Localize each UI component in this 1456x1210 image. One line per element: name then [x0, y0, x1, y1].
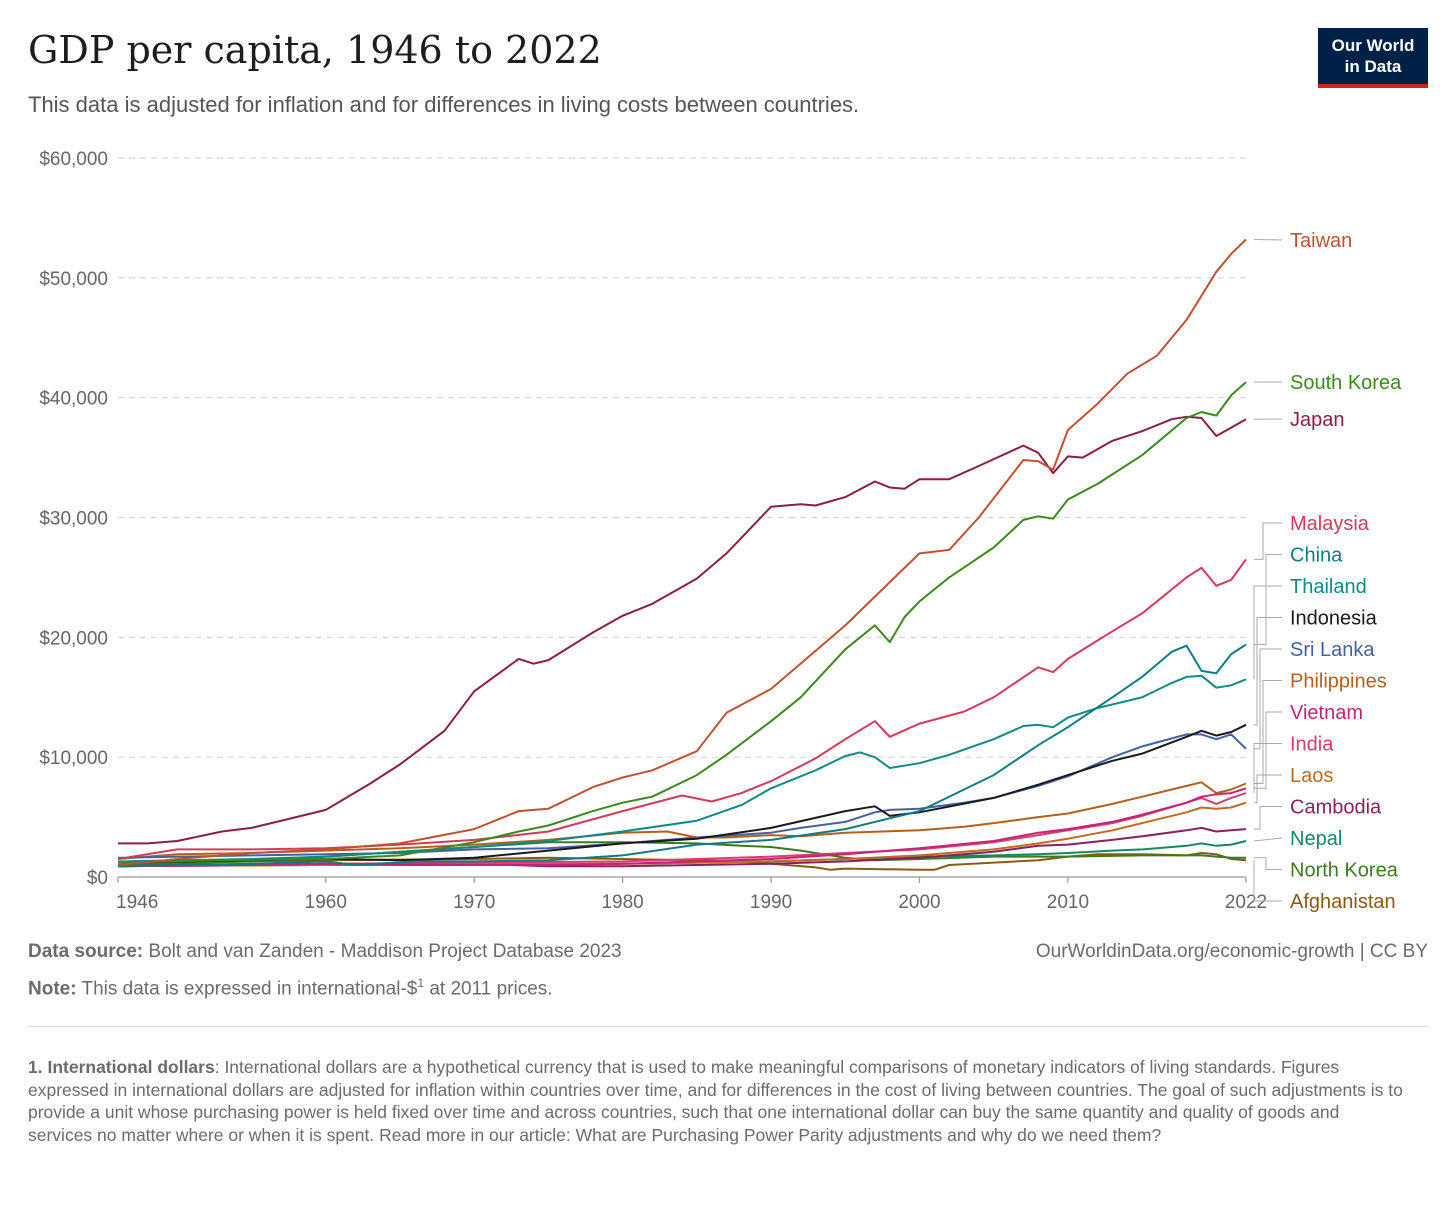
y-tick-label: $40,000: [39, 389, 108, 410]
series-label[interactable]: Taiwan: [1290, 230, 1352, 252]
note-superscript: 1: [417, 976, 425, 990]
label-leader: [1253, 239, 1283, 241]
x-tick-label: 2022: [1225, 892, 1267, 913]
series-label[interactable]: Laos: [1290, 765, 1333, 787]
page-title: GDP per capita, 1946 to 2022: [28, 28, 602, 72]
label-leader: [1253, 860, 1282, 902]
series-label[interactable]: India: [1290, 734, 1334, 756]
data-source: Data source: Bolt and van Zanden - Maddi…: [28, 941, 622, 963]
logo-line-1: Our World: [1331, 36, 1415, 55]
footer-divider: [28, 1026, 1428, 1027]
series-line[interactable]: [117, 238, 1247, 866]
x-tick-label: 1946: [116, 892, 158, 913]
x-axis: 1946 1960 1970 1980 1990 2000 2010 2022: [116, 876, 1267, 913]
gridlines: [118, 157, 1246, 758]
series-line[interactable]: [117, 781, 1247, 860]
y-tick-label: $10,000: [39, 748, 108, 769]
attribution[interactable]: OurWorldinData.org/economic-growth | CC …: [1035, 941, 1428, 962]
series-line[interactable]: [117, 733, 1247, 859]
footnote-label: 1. International dollars: [28, 1057, 215, 1077]
series-label[interactable]: South Korea: [1290, 372, 1402, 394]
footnote: 1. International dollars: International …: [28, 1056, 1408, 1146]
series-line[interactable]: [117, 787, 1247, 868]
series-label[interactable]: Philippines: [1290, 671, 1387, 693]
label-leader: [1253, 585, 1282, 680]
series-label[interactable]: Thailand: [1290, 576, 1367, 598]
series-line[interactable]: [118, 415, 1247, 845]
x-tick-label: 2010: [1047, 892, 1089, 913]
label-leader: [1253, 837, 1283, 842]
series-label[interactable]: Indonesia: [1290, 608, 1378, 630]
y-tick-label: $20,000: [39, 628, 108, 649]
note-label: Note:: [28, 978, 77, 1000]
series-label[interactable]: Nepal: [1290, 828, 1342, 850]
series-label[interactable]: Afghanistan: [1290, 891, 1396, 913]
y-tick-label: $60,000: [39, 149, 108, 170]
y-tick-label: $50,000: [39, 269, 108, 290]
note-text: This data is expressed in international-…: [81, 978, 418, 1000]
series-label[interactable]: Vietnam: [1290, 702, 1363, 724]
x-tick-label: 1970: [453, 892, 495, 913]
series-label[interactable]: Japan: [1290, 409, 1345, 431]
series-line[interactable]: [117, 723, 1247, 864]
series-line[interactable]: [117, 792, 1247, 868]
label-leader: [1254, 806, 1282, 830]
y-axis: $0 $10,000 $20,000 $30,000 $40,000 $50,000 $60…: [39, 149, 108, 889]
chart-subtitle: This data is adjusted for inflation and …: [28, 92, 860, 117]
label-leader: [1254, 617, 1282, 726]
data-source-label: Data source:: [28, 941, 144, 962]
series-labels: Taiwan South Korea Japan Malaysia China Thail…: [1253, 230, 1402, 913]
label-leader: [1254, 648, 1282, 750]
footnote-text: : International dollars are a hypothetic…: [28, 1057, 1403, 1145]
series-line[interactable]: [117, 674, 1247, 863]
series-label[interactable]: Cambodia: [1290, 797, 1382, 819]
x-tick-label: 2000: [898, 892, 940, 913]
y-tick-label: $0: [87, 868, 108, 889]
series-line[interactable]: [117, 826, 1247, 868]
logo-line-2: in Data: [1344, 57, 1402, 76]
series-line[interactable]: [117, 381, 1247, 864]
series-lines: [117, 238, 1247, 871]
x-tick-label: 1990: [750, 892, 792, 913]
label-leader: [1254, 857, 1282, 870]
series-label[interactable]: North Korea: [1290, 860, 1399, 882]
series-label[interactable]: Malaysia: [1290, 513, 1370, 535]
note: Note: This data is expressed in internat…: [28, 976, 553, 1000]
series-label[interactable]: China: [1290, 545, 1343, 567]
line-chart: $0 $10,000 $20,000 $30,000 $40,000 $50,000 $60…: [39, 149, 1402, 913]
label-leader: [1253, 743, 1282, 794]
series-line[interactable]: [117, 558, 1247, 860]
series-line[interactable]: [117, 643, 1247, 868]
label-leader: [1254, 554, 1282, 645]
x-tick-label: 1980: [601, 892, 643, 913]
label-leader: [1254, 774, 1282, 804]
label-leader: [1254, 711, 1282, 789]
data-source-text[interactable]: Bolt and van Zanden - Maddison Project D…: [148, 941, 622, 962]
y-tick-label: $30,000: [39, 509, 108, 530]
owid-logo[interactable]: Our World in Data: [1318, 28, 1428, 88]
note-text-2: at 2011 prices.: [424, 978, 553, 1000]
x-tick-label: 1960: [305, 892, 347, 913]
label-leader: [1254, 680, 1282, 784]
label-leader: [1254, 522, 1282, 560]
series-label[interactable]: Sri Lanka: [1290, 639, 1375, 661]
